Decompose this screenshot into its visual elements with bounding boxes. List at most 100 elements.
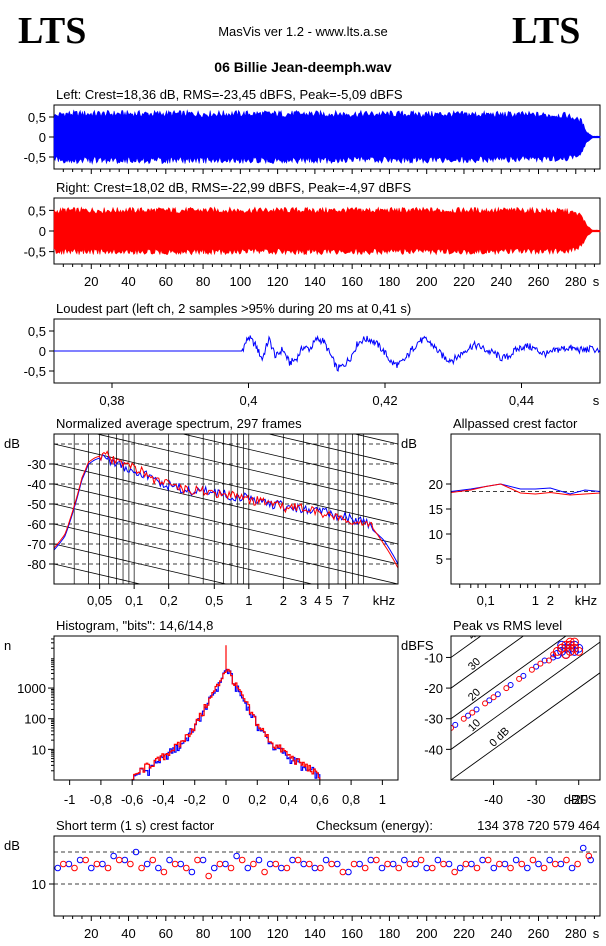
peak_vs_rms-point-left bbox=[473, 706, 480, 713]
short_term_crest-point-left bbox=[76, 856, 84, 864]
checksum-value: 134 378 720 579 464 bbox=[477, 818, 600, 833]
peak_vs_rms-diagonal bbox=[451, 672, 600, 780]
allpassed_crest-xtick-label: 1 bbox=[532, 593, 539, 608]
spectrum-series-left bbox=[54, 453, 398, 565]
short_term_crest-point-right bbox=[171, 860, 179, 868]
allpassed_crest-ytick-label: 20 bbox=[429, 477, 443, 492]
short_term_crest-point-right bbox=[294, 856, 302, 864]
spectrum-xtick-label: 0,2 bbox=[160, 593, 178, 608]
short_term_crest-point-left bbox=[210, 864, 218, 872]
short_term_crest-point-left bbox=[266, 860, 274, 868]
spectrum-xtick-label: 0,5 bbox=[205, 593, 223, 608]
short_term_crest-point-left bbox=[557, 860, 565, 868]
short_term_crest-point-right bbox=[574, 860, 581, 868]
short_term_crest-point-left bbox=[311, 864, 319, 872]
short_term_crest-point-right bbox=[384, 860, 391, 868]
allpassed_crest-title: Allpassed crest factor bbox=[453, 416, 578, 431]
peak_vs_rms-point-right bbox=[561, 649, 571, 659]
short_term_crest-point-right bbox=[205, 872, 212, 880]
short_term_crest-point-left bbox=[468, 860, 475, 868]
short_term_crest-point-left bbox=[579, 844, 587, 852]
short_term_crest-frame bbox=[53, 835, 601, 917]
spectrum-ytick-label: -50 bbox=[27, 497, 46, 512]
peak_vs_rms-ytick-label: -20 bbox=[424, 681, 443, 696]
spectrum-xunit: kHz bbox=[373, 593, 395, 608]
right_waveform-xtick-label: 140 bbox=[304, 274, 326, 289]
short_term_crest-point-right bbox=[216, 860, 224, 868]
peak_vs_rms-point-left bbox=[452, 721, 459, 728]
right_waveform-xtick-label: 200 bbox=[416, 274, 438, 289]
short_term_crest-point-left bbox=[233, 852, 240, 860]
short_term_crest-point-left bbox=[87, 864, 95, 872]
right_waveform-xtick-label: 60 bbox=[159, 274, 173, 289]
short_term_crest-xtick-label: 240 bbox=[490, 926, 512, 941]
peak_vs_rms-ylabel: dBFS bbox=[401, 638, 434, 653]
allpassed_crest-xtick-label: 0,1 bbox=[477, 593, 495, 608]
left_waveform-title: Left: Crest=18,36 dB, RMS=-23,45 dBFS, P… bbox=[56, 87, 403, 102]
peak_vs_rms-point-right bbox=[569, 637, 579, 647]
spectrum-slope-line bbox=[54, 463, 398, 545]
short_term_crest-point-right bbox=[250, 860, 257, 868]
short_term_crest-ylabel: dB bbox=[4, 838, 20, 853]
peak_vs_rms-diagonal bbox=[451, 636, 567, 720]
peak_vs_rms-point-right bbox=[482, 700, 489, 707]
short_term_crest-point-right bbox=[406, 860, 414, 868]
spectrum-xtick-label: 3 bbox=[300, 593, 307, 608]
left_waveform-ytick-label: -0,5 bbox=[24, 150, 46, 165]
short_term_crest-point-left bbox=[546, 856, 553, 864]
histogram-xtick-label: 0,2 bbox=[248, 792, 266, 807]
right_waveform-signal bbox=[53, 206, 601, 256]
right_waveform-xtick-label: 280 bbox=[565, 274, 587, 289]
peak_vs_rms-ytick-label: -10 bbox=[424, 650, 443, 665]
short_term_crest-xunit: s bbox=[593, 926, 600, 941]
peak_vs_rms-diagonal-label: 30 bbox=[466, 656, 483, 673]
spectrum-xtick-label: 0,1 bbox=[125, 593, 143, 608]
short_term_crest-ytick-label: 10 bbox=[32, 877, 46, 892]
short_term_crest-point-left bbox=[188, 868, 196, 876]
loudest_part-ytick-label: -0,5 bbox=[24, 364, 46, 379]
peak_vs_rms-point-right bbox=[460, 715, 467, 722]
spectrum-slope-line bbox=[267, 434, 398, 465]
short_term_crest-point-left bbox=[501, 860, 509, 868]
short_term_crest-point-left bbox=[110, 852, 117, 860]
right_waveform-xtick-label: 260 bbox=[528, 274, 550, 289]
short_term_crest-point-left bbox=[524, 864, 531, 872]
loudest_part-ytick-label: 0,5 bbox=[28, 324, 46, 339]
short_term_crest-point-left bbox=[199, 856, 207, 864]
histogram-ytick-label: 10 bbox=[32, 742, 46, 757]
loudest_part-signal bbox=[54, 334, 601, 372]
short_term_crest-point-left bbox=[300, 860, 308, 868]
right_waveform-xtick-label: 100 bbox=[229, 274, 251, 289]
short_term_crest-xtick-label: 140 bbox=[304, 926, 326, 941]
spectrum-xtick-label: 0,05 bbox=[87, 593, 112, 608]
spectrum-slope-line bbox=[54, 523, 314, 584]
peak_vs_rms-xtick-label: -20 bbox=[569, 792, 588, 807]
peak_vs_rms-point-right bbox=[490, 694, 497, 701]
short_term_crest-title: Short term (1 s) crest factor bbox=[56, 818, 215, 833]
spectrum-series-right bbox=[54, 450, 398, 569]
short_term_crest-point-left bbox=[535, 860, 542, 868]
short_term_crest-point-right bbox=[462, 860, 470, 868]
loudest_part-title: Loudest part (left ch, 2 samples >95% du… bbox=[56, 301, 411, 316]
short_term_crest-point-left bbox=[456, 864, 464, 872]
histogram-ytick-label: 100 bbox=[24, 712, 46, 727]
short_term_crest-point-right bbox=[317, 864, 324, 872]
short_term_crest-point-left bbox=[177, 860, 185, 868]
spectrum-slope-line bbox=[54, 563, 142, 584]
short_term_crest-point-right bbox=[127, 860, 134, 868]
short_term_crest-point-left bbox=[143, 860, 151, 868]
short_term_crest-point-right bbox=[194, 856, 201, 864]
short_term_crest-point-right bbox=[585, 852, 593, 860]
spectrum-ytick-label: -30 bbox=[27, 457, 46, 472]
short_term_crest-point-right bbox=[138, 864, 145, 872]
right_waveform-ytick-label: 0,5 bbox=[28, 203, 46, 218]
short_term_crest-xtick-label: 40 bbox=[121, 926, 135, 941]
peak_vs_rms-point-right bbox=[528, 666, 535, 673]
peak_vs_rms-point-left bbox=[557, 640, 567, 650]
allpassed_crest-ytick-label: 10 bbox=[429, 527, 443, 542]
peak_vs_rms-point-right bbox=[574, 646, 584, 656]
loudest_part-xunit: s bbox=[593, 393, 600, 408]
short_term_crest-point-right bbox=[60, 860, 67, 868]
app-title: MasVis ver 1.2 - www.lts.a.se bbox=[218, 24, 388, 39]
